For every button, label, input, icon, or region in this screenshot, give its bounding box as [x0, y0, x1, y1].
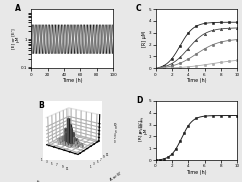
- Y-axis label: [E] or [E']
μM: [E] or [E'] μM: [11, 28, 20, 49]
- Y-axis label: A or B': A or B': [109, 172, 122, 182]
- X-axis label: Time (h): Time (h): [62, 78, 83, 83]
- X-axis label: Time (h): Time (h): [186, 170, 207, 175]
- Text: D: D: [136, 96, 142, 105]
- Y-axis label: [R] μM: [R] μM: [142, 31, 147, 47]
- Text: A: A: [15, 4, 21, 13]
- Text: B: B: [38, 101, 44, 110]
- Y-axis label: [R] or [S']
μM: [R] or [S'] μM: [139, 120, 147, 141]
- X-axis label: B or A': B or A': [35, 180, 49, 182]
- X-axis label: Time (h): Time (h): [186, 78, 207, 83]
- Text: C: C: [136, 4, 142, 13]
